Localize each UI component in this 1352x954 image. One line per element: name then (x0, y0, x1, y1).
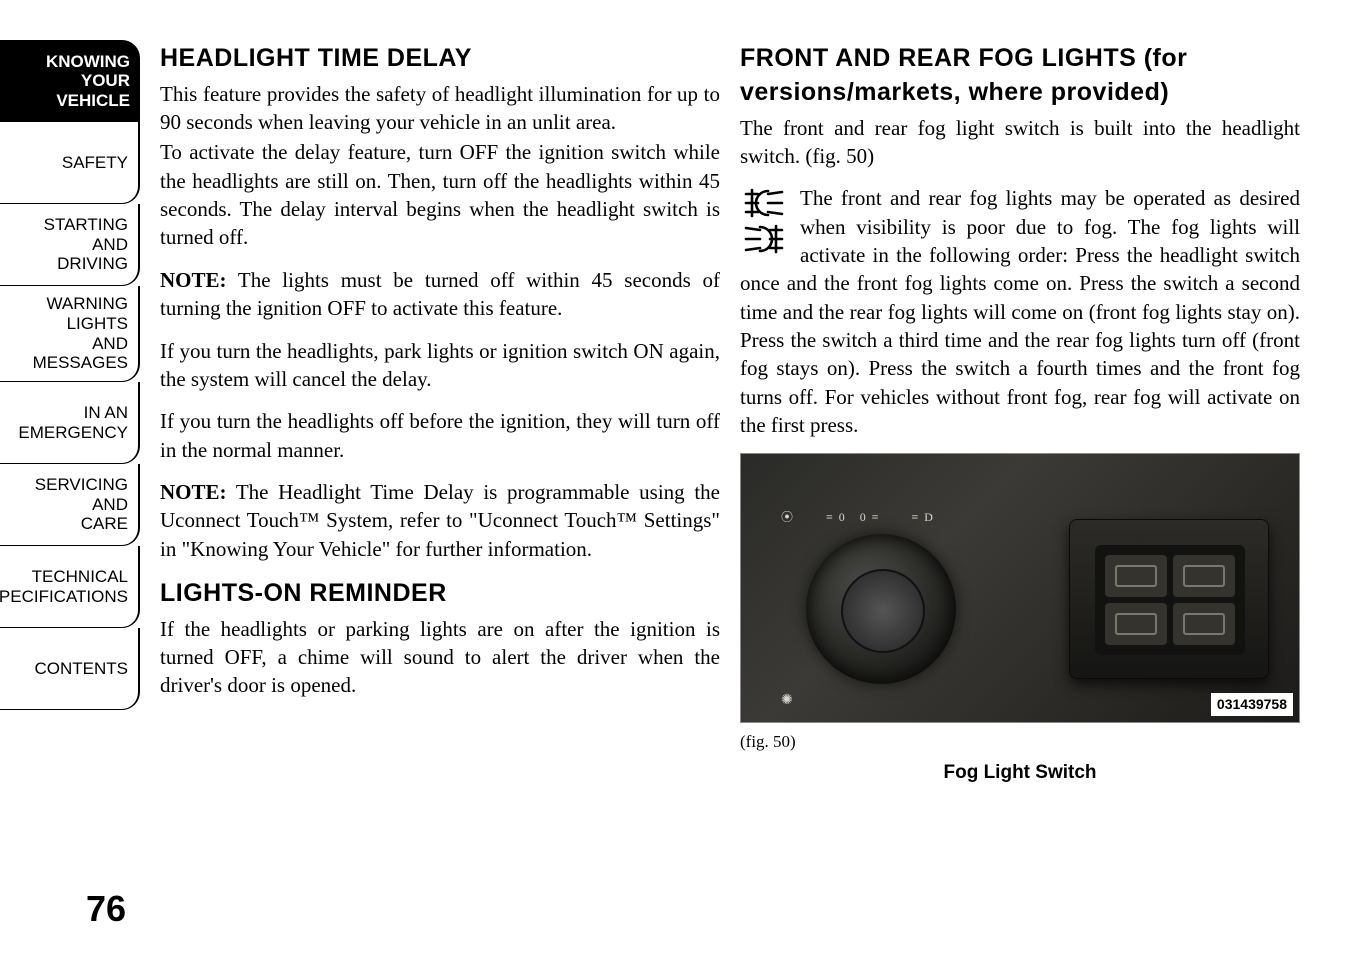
tab-label: CARE (81, 514, 128, 534)
window-switch (1105, 555, 1167, 597)
body-text: To activate the delay feature, turn OFF … (160, 138, 720, 251)
note-label: NOTE: (160, 480, 227, 504)
note-body: The lights must be turned off within 45 … (160, 268, 720, 320)
tab-label: KNOWING (46, 52, 130, 72)
tab-label: VEHICLE (56, 91, 130, 111)
page-number: 76 (86, 888, 126, 930)
window-switch (1173, 603, 1235, 645)
left-column: HEADLIGHT TIME DELAY This feature provid… (160, 42, 720, 786)
tab-label: LIGHTS (67, 314, 128, 334)
tab-label: YOUR (81, 71, 130, 91)
note-text: NOTE: The Headlight Time Delay is progra… (160, 478, 720, 563)
body-text: If you turn the headlights off before th… (160, 407, 720, 464)
tab-label: AND (92, 334, 128, 354)
body-text: The front and rear fog lights may be ope… (740, 186, 1300, 437)
tab-label: EMERGENCY (18, 423, 128, 443)
tab-label: IN AN (84, 403, 128, 423)
window-switches (1095, 545, 1245, 655)
note-label: NOTE: (160, 268, 227, 292)
note-body: The Headlight Time Delay is programmable… (160, 480, 720, 561)
fog-light-icons (740, 188, 788, 260)
figure-title: Fog Light Switch (740, 760, 1300, 786)
note-text: NOTE: The lights must be turned off with… (160, 266, 720, 323)
figure-image-id: 031439758 (1211, 693, 1293, 716)
tab-label: WARNING (46, 294, 128, 314)
tab-starting-and-driving[interactable]: STARTING AND DRIVING (0, 204, 140, 286)
tab-in-an-emergency[interactable]: IN AN EMERGENCY (0, 382, 140, 464)
tab-safety[interactable]: SAFETY (0, 122, 140, 204)
tab-label: SAFETY (62, 153, 128, 173)
right-column: FRONT AND REAR FOG LIGHTS (for versions/… (740, 42, 1300, 786)
body-text: If you turn the headlights, park lights … (160, 337, 720, 394)
heading-lights-on-reminder: LIGHTS-ON REMINDER (160, 577, 720, 611)
tab-servicing-and-care[interactable]: SERVICING AND CARE (0, 464, 140, 546)
tab-label: STARTING (44, 215, 128, 235)
headlight-dial (806, 534, 956, 684)
body-text-with-icons: The front and rear fog lights may be ope… (740, 184, 1300, 439)
tab-label: AND (92, 495, 128, 515)
window-switch (1173, 555, 1235, 597)
figure-reference: (fig. 50) (740, 731, 1300, 754)
window-switch (1105, 603, 1167, 645)
tab-label: CONTENTS (35, 659, 129, 679)
heading-fog-lights-line1: FRONT AND REAR FOG LIGHTS (for (740, 42, 1300, 76)
heading-fog-lights-line2: versions/markets, where provided) (740, 76, 1300, 110)
tab-knowing-your-vehicle[interactable]: KNOWING YOUR VEHICLE (0, 40, 140, 122)
tab-contents[interactable]: CONTENTS (0, 628, 140, 710)
rear-fog-light-icon (744, 224, 784, 254)
body-text: This feature provides the safety of head… (160, 80, 720, 137)
tab-label: SERVICING (35, 475, 128, 495)
tab-label: AND (92, 235, 128, 255)
dial-markings: ⦿ ≡0 0≡ ≡D (781, 509, 939, 525)
figure-fog-light-switch: ⦿ ≡0 0≡ ≡D ✺ 031439758 (fig. 50) Fog Lig… (740, 453, 1300, 786)
page-content: HEADLIGHT TIME DELAY This feature provid… (160, 42, 1332, 786)
figure-photo: ⦿ ≡0 0≡ ≡D ✺ 031439758 (740, 453, 1300, 723)
tab-warning-lights-and-messages[interactable]: WARNING LIGHTS AND MESSAGES (0, 286, 140, 382)
tab-label: SPECIFICATIONS (0, 587, 128, 607)
section-tabs: KNOWING YOUR VEHICLE SAFETY STARTING AND… (0, 40, 140, 710)
tab-label: DRIVING (57, 254, 128, 274)
body-text: The front and rear fog light switch is b… (740, 114, 1300, 171)
window-switch-panel (1069, 519, 1269, 679)
brightness-icon: ✺ (781, 692, 793, 711)
tab-label: TECHNICAL (32, 567, 128, 587)
front-fog-light-icon (744, 188, 784, 218)
body-text: If the headlights or parking lights are … (160, 615, 720, 700)
heading-headlight-time-delay: HEADLIGHT TIME DELAY (160, 42, 720, 76)
tab-label: MESSAGES (33, 353, 128, 373)
tab-technical-specifications[interactable]: TECHNICAL SPECIFICATIONS (0, 546, 140, 628)
